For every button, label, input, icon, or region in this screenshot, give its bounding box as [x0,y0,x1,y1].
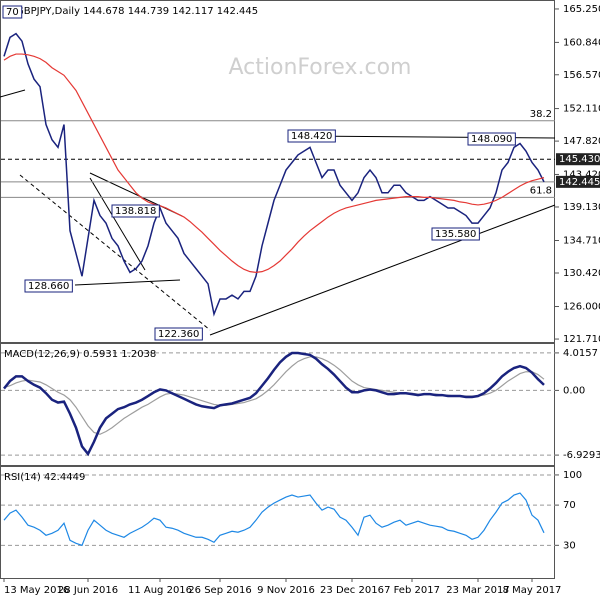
annotation-label: 138.818 [115,206,156,217]
x-tick-label: 23 Dec 2016 [320,585,384,596]
trendline [0,89,26,98]
price-badge [556,153,600,166]
series-line [3,492,545,547]
y-tick-label: -6.9293 [563,450,600,461]
annotation-box [467,132,516,146]
annotation-label: 128.660 [28,281,69,292]
y-tick-label: 100 [563,470,582,481]
y-tick-label: 139.130 [563,202,600,213]
trendlines [0,89,556,336]
annotation-box [431,227,480,241]
y-tick-label: 130.420 [563,268,600,279]
x-tick-label: 11 Aug 2016 [128,585,192,596]
y-tick-label: 152.110 [563,104,600,115]
annotation-box [24,279,73,293]
y-tick-label: 165.250 [563,4,600,15]
y-tick-label: 147.820 [563,136,600,147]
panel-title: RSI(14) 42.4449 [4,472,85,483]
series-line [3,351,545,457]
panel-title: MACD(12,26,9) 0.5931 1.2038 [4,349,156,360]
macd-frame [0,343,555,466]
x-tick-label: 26 Sep 2016 [188,585,251,596]
x-tick-label: 13 May 2016 [4,585,69,596]
trendline [209,204,556,336]
y-tick-label: 0.00 [563,385,585,396]
x-tick-label: 28 Jun 2016 [58,585,118,596]
trendline [74,279,181,286]
annotation-label: 70 [6,7,19,18]
annotation-box [287,129,336,143]
y-tick-label: 30 [563,540,576,551]
annotation-box [154,327,203,341]
annotation-label: 122.360 [158,329,199,340]
y-tick-label: 160.840 [563,37,600,48]
trendline [299,135,556,139]
watermark: ActionForex.com [229,55,412,80]
x-tick-label: 23 Mar 2017 [446,585,509,596]
trendline [89,177,146,271]
trendline [19,174,211,331]
series-line [3,32,545,317]
y-tick-label: 121.710 [563,334,600,345]
annotation-box [111,204,160,218]
price-badge-label: 145.430 [559,154,600,165]
price-frame [0,0,555,343]
y-tick-label: 4.0157 [563,348,598,359]
y-tick-label: 70 [563,500,576,511]
x-tick-label: 8 May 2017 [503,585,562,596]
y-tick-label: 126.000 [563,302,600,313]
y-tick-label: 134.710 [563,235,600,246]
y-tick-label: 143.420 [563,169,600,180]
price-badge-label: 142.445 [559,177,600,188]
annotation-label: 148.420 [291,131,332,142]
y-tick-label: 156.570 [563,70,600,81]
rsi-frame [0,466,555,579]
price-badge [556,175,600,188]
fib-label: 38.2 [530,109,552,120]
fib-label: 61.8 [530,185,552,196]
panel-title: GBPJPY,Daily 144.678 144.739 142.117 142… [16,6,258,17]
annotation-box [2,5,23,19]
annotation-label: 148.090 [471,134,512,145]
x-tick-label: 7 Feb 2017 [384,585,440,596]
annotation-label: 135.580 [435,229,476,240]
series-line [3,53,545,274]
x-tick-label: 9 Nov 2016 [257,585,315,596]
